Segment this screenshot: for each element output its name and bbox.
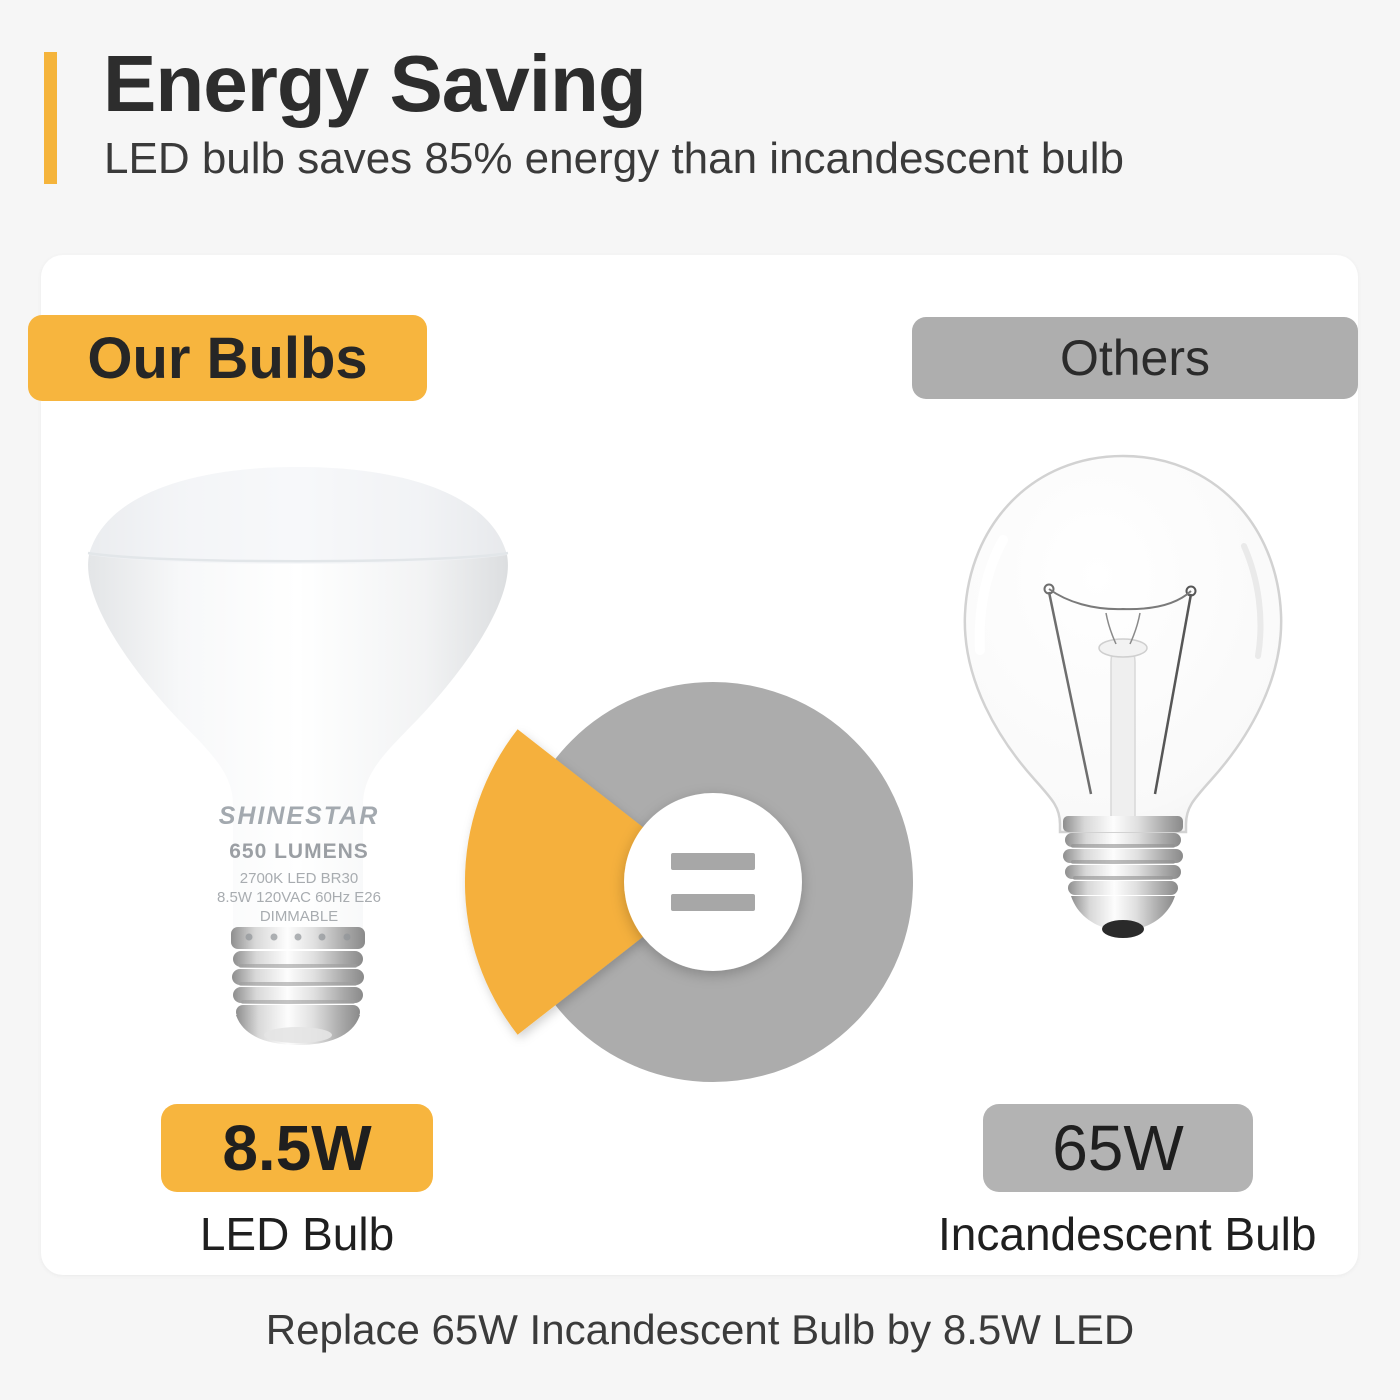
energy-donut <box>464 682 913 1082</box>
spec-line: DIMMABLE <box>259 908 339 925</box>
yellow-wedge <box>464 729 644 1035</box>
brand-logo: SHINESTAR <box>218 802 380 830</box>
others-badge: Others <box>912 317 1358 399</box>
led-bulb-print: SHINESTAR 650 LUMENS 2700K LED BR30 8.5W… <box>199 804 399 926</box>
donut-hole <box>624 793 802 971</box>
incandescent-bulb-image <box>963 454 1283 938</box>
led-wattage-badge: 8.5W <box>161 1104 433 1192</box>
page-subtitle: LED bulb saves 85% energy than incandesc… <box>104 134 1125 183</box>
footer-caption: Replace 65W Incandescent Bulb by 8.5W LE… <box>265 1306 1135 1353</box>
incandescent-wattage-badge: 65W <box>983 1104 1253 1192</box>
page-title: Energy Saving <box>103 39 647 128</box>
comparison-card: Our Bulbs Others <box>28 255 1358 1275</box>
accent-bar <box>44 52 57 184</box>
spec-line: 2700K LED BR30 <box>239 870 359 887</box>
led-type-label: LED Bulb <box>199 1208 395 1260</box>
our-bulbs-badge: Our Bulbs <box>28 315 427 401</box>
led-bulb-image <box>87 467 509 1045</box>
lumens-text: 650 LUMENS <box>229 840 369 863</box>
incandescent-type-label: Incandescent Bulb <box>938 1208 1317 1260</box>
equals-icon <box>671 853 755 911</box>
spec-line: 8.5W 120VAC 60Hz E26 <box>217 889 381 906</box>
